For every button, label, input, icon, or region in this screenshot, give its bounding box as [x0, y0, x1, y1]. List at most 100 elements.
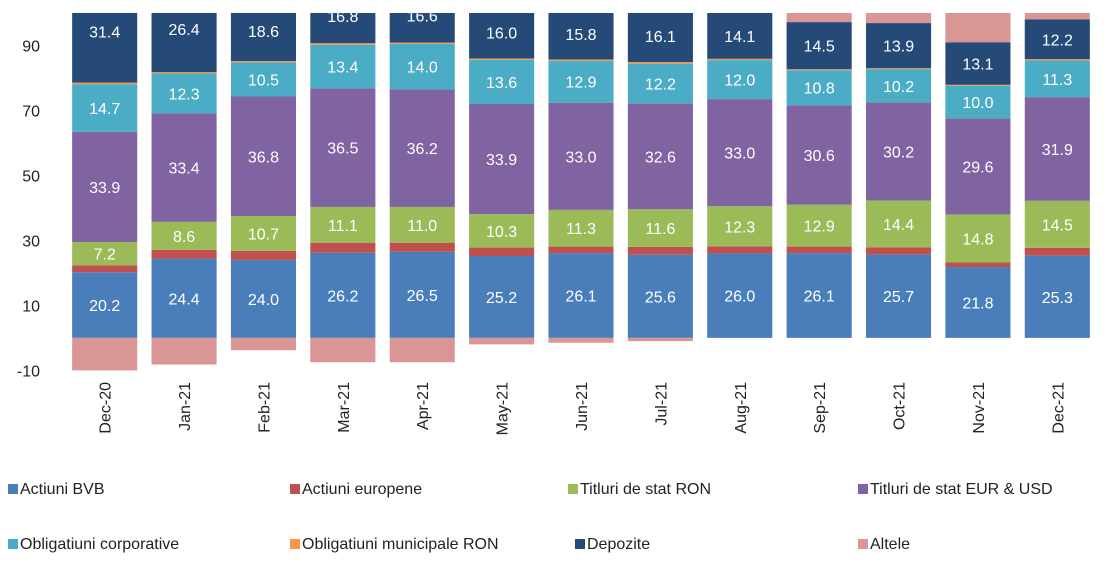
data-label: 10.2: [883, 79, 914, 96]
data-label: 33.9: [89, 180, 120, 197]
data-label: 12.2: [1042, 32, 1073, 49]
bar-segment: [627, 254, 693, 338]
bar-segment: [310, 88, 376, 207]
legend-swatch: [858, 484, 868, 494]
bar-segment: [707, 13, 773, 59]
data-label: 10.5: [248, 72, 279, 89]
bar-segment: [1024, 247, 1090, 256]
data-label: 8.6: [173, 229, 195, 246]
data-label: 25.7: [883, 289, 914, 306]
bar-segment: [1024, 97, 1090, 201]
bar-segment: [945, 13, 1011, 43]
bar-segment: [707, 60, 773, 100]
data-label: 30.2: [883, 144, 914, 161]
bar-segment: [1024, 19, 1090, 60]
bar-segment: [627, 63, 693, 104]
bar-segment: [72, 82, 138, 85]
y-tick-label: 30: [22, 233, 40, 250]
legend-label: Obligatiuni municipale RON: [302, 536, 499, 553]
data-label: 26.1: [804, 288, 835, 305]
data-label: 14.5: [804, 39, 835, 56]
data-label: 29.6: [962, 159, 993, 176]
legend-label: Obligatiuni corporative: [20, 536, 179, 553]
data-label: 12.2: [645, 77, 676, 94]
data-label: 16.1: [645, 29, 676, 46]
bar-segment: [865, 247, 932, 255]
bar-segment: [786, 13, 852, 23]
data-label: 15.8: [565, 27, 596, 44]
bar-segment: [627, 103, 693, 210]
data-label: 26.1: [565, 288, 596, 305]
y-tick-label: 50: [22, 168, 40, 185]
bar-segment: [230, 96, 297, 217]
bar-segment: [627, 337, 693, 342]
bar-segment: [786, 246, 852, 254]
bar-segment: [786, 22, 852, 70]
data-label: 12.0: [724, 73, 755, 90]
data-label: 11.3: [566, 221, 596, 238]
data-label: 36.5: [327, 141, 358, 158]
bar-segment: [230, 13, 297, 62]
data-label: 26.0: [724, 289, 755, 306]
bar-segment: [151, 337, 217, 365]
x-tick-label: Nov-21: [971, 382, 988, 434]
data-label: 31.9: [1042, 142, 1073, 159]
bar-segment: [1024, 200, 1090, 248]
legend-swatch: [290, 484, 300, 494]
x-tick-label: Dec-20: [98, 382, 115, 434]
bar-segment: [230, 61, 297, 63]
y-tick-label: 70: [22, 103, 40, 120]
bar-segment: [786, 70, 852, 106]
bar-segment: [389, 251, 455, 338]
bar-segment: [151, 13, 217, 73]
bar-segment: [310, 43, 376, 45]
bar-segment: [945, 267, 1011, 338]
data-label: 20.2: [89, 298, 120, 315]
bar-segment: [865, 102, 932, 201]
bar-segment: [469, 247, 535, 257]
bar-segment: [945, 84, 1011, 86]
bar-segment: [230, 259, 297, 338]
data-label: 7.2: [94, 247, 116, 264]
data-label: 33.0: [565, 149, 596, 166]
data-label: 14.4: [883, 217, 914, 234]
data-label: 33.4: [169, 161, 200, 178]
data-label: 14.5: [1042, 217, 1073, 234]
data-label: 16.8: [327, 9, 358, 26]
bar-segment: [1024, 255, 1090, 338]
bar-segment: [72, 131, 138, 243]
bar-segment: [1024, 13, 1090, 20]
data-label: 10.3: [486, 224, 517, 241]
bar-segment: [469, 13, 535, 59]
bar-segment: [627, 62, 693, 64]
bar-segment: [865, 13, 932, 24]
bar-segment: [945, 214, 1011, 263]
legend-swatch: [290, 539, 300, 549]
bar-segment: [230, 216, 297, 251]
bar-segment: [310, 337, 376, 363]
data-label: 11.3: [1042, 72, 1072, 89]
bar-segment: [786, 253, 852, 338]
data-label: 13.9: [883, 39, 914, 56]
bar-segment: [469, 256, 535, 338]
bar-segment: [786, 204, 852, 247]
bar-segment: [548, 209, 614, 247]
bar-segment: [72, 13, 138, 83]
bar-segment: [389, 89, 455, 207]
legend-swatch: [575, 539, 585, 549]
x-tick-label: Aug-21: [733, 382, 750, 434]
legend-swatch: [858, 539, 868, 549]
bar-segment: [865, 69, 932, 103]
data-label: 12.3: [724, 219, 755, 236]
data-label: 10.0: [962, 95, 993, 112]
bar-segment: [389, 337, 455, 363]
bar-segment: [469, 337, 535, 345]
data-label: 14.8: [962, 231, 993, 248]
bar-segment: [151, 113, 217, 222]
legend-label: Titluri de stat RON: [580, 481, 711, 498]
data-label: 33.9: [486, 152, 517, 169]
bar-segment: [786, 105, 852, 205]
bar-segment: [945, 262, 1011, 268]
bar-segment: [945, 42, 1011, 85]
bar-segment: [865, 200, 932, 248]
